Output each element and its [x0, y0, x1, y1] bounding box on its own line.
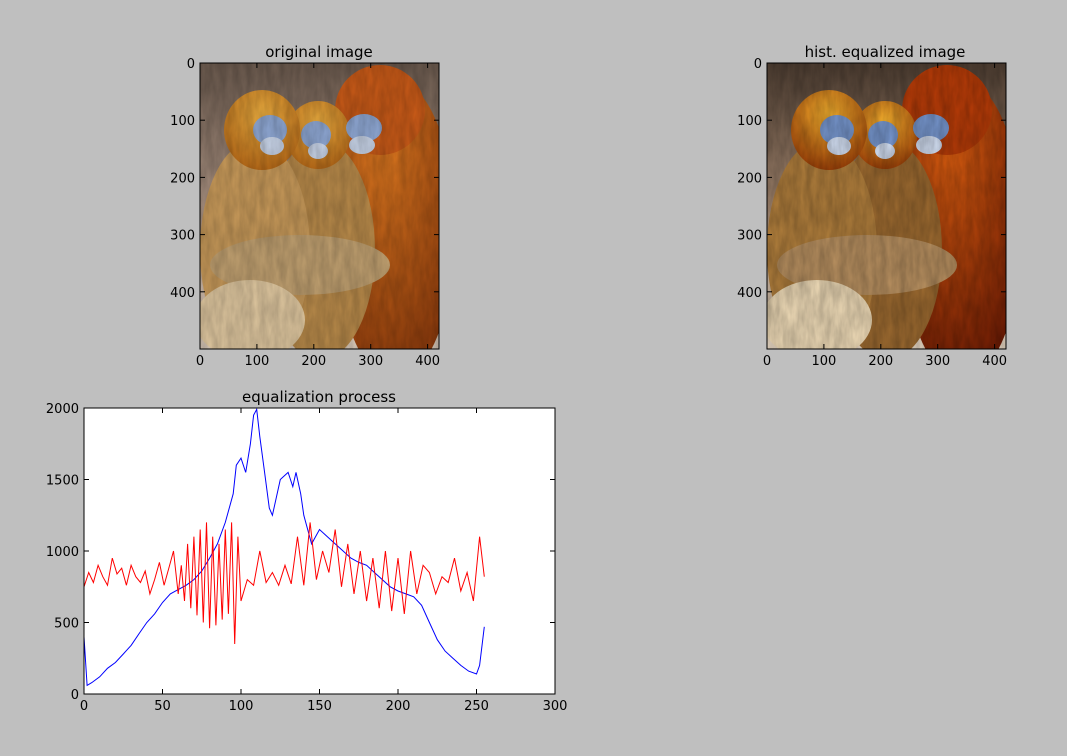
x-tick-label: 0	[763, 354, 771, 369]
subplot-title: hist. equalized image	[805, 43, 966, 61]
axis-ticks: 0 50 100 150 200 250 300 0 500 1000 1500 2000	[46, 402, 568, 714]
subplot-equalization-process: equalization process 0 50 100 150 200 250 3000…	[46, 388, 568, 714]
y-tick-label: 2000	[46, 402, 79, 417]
axis-ticks: 0 100 200 300 400 0 100 200 300 400	[737, 57, 1007, 369]
y-tick-label: 300	[170, 229, 195, 244]
y-tick-label: 0	[754, 57, 762, 72]
x-tick-label: 300	[543, 699, 568, 714]
x-tick-label: 100	[244, 354, 269, 369]
series-layer	[84, 408, 485, 687]
x-tick-label: 100	[229, 699, 254, 714]
x-tick-label: 0	[196, 354, 204, 369]
subplot-title: original image	[265, 43, 373, 61]
x-tick-label: 200	[868, 354, 893, 369]
x-tick-label: 0	[80, 699, 88, 714]
x-tick-label: 300	[925, 354, 950, 369]
series-line-1	[84, 522, 485, 645]
x-tick-label: 150	[307, 699, 332, 714]
monkey-photo-equalized	[767, 63, 1006, 349]
y-tick-label: 100	[170, 114, 195, 129]
x-tick-label: 400	[982, 354, 1007, 369]
subplot-title: equalization process	[242, 388, 396, 406]
y-tick-label: 400	[170, 286, 195, 301]
y-tick-label: 200	[737, 171, 762, 186]
y-tick-label: 1000	[46, 545, 79, 560]
y-tick-label: 0	[71, 688, 79, 703]
y-tick-label: 1500	[46, 474, 79, 489]
y-tick-label: 0	[187, 57, 195, 72]
y-tick-label: 500	[54, 617, 79, 632]
y-tick-label: 200	[170, 171, 195, 186]
subplot-equalized-image: hist. equalized image 0 100 200 300 400 0 100 2…	[737, 43, 1007, 369]
x-tick-label: 50	[154, 699, 171, 714]
x-tick-label: 200	[386, 699, 411, 714]
x-tick-label: 200	[301, 354, 326, 369]
monkey-photo	[200, 63, 439, 349]
axis-ticks: 0 100 200 300 400 0 100 200 300 400	[170, 57, 440, 369]
x-tick-label: 250	[464, 699, 489, 714]
series-line-0	[84, 408, 485, 687]
y-tick-label: 100	[737, 114, 762, 129]
y-tick-label: 300	[737, 229, 762, 244]
x-tick-label: 400	[415, 354, 440, 369]
plot-area	[84, 408, 555, 694]
x-tick-label: 100	[811, 354, 836, 369]
x-tick-label: 300	[358, 354, 383, 369]
y-tick-label: 400	[737, 286, 762, 301]
